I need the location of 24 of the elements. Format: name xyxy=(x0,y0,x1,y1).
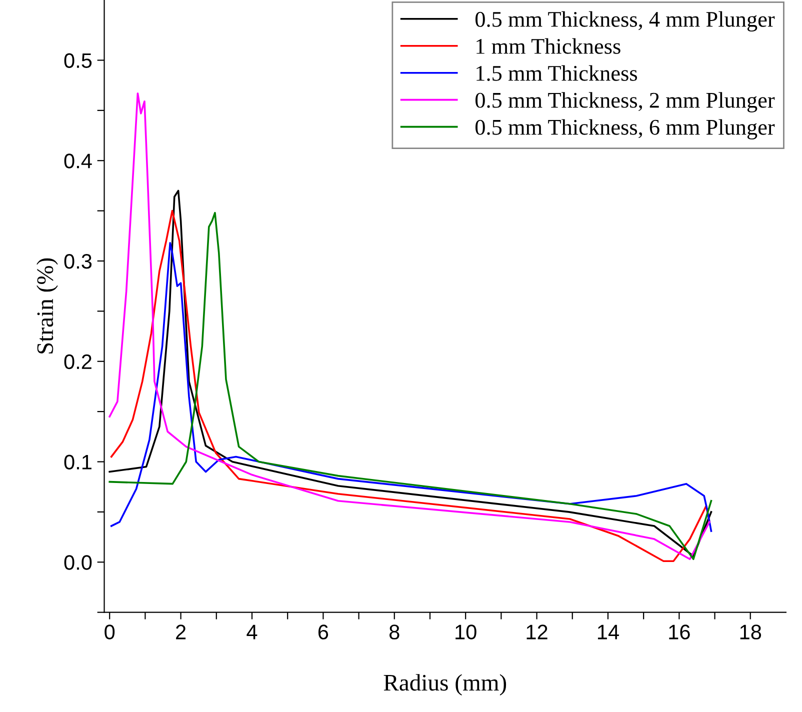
x-tick-label: 10 xyxy=(456,624,476,640)
x-tick-label: 8 xyxy=(389,624,400,640)
legend-label: 0.5 mm Thickness, 4 mm Plunger xyxy=(475,11,775,32)
legend-label: 1 mm Thickness xyxy=(476,38,620,54)
y-tick-label: 0.0 xyxy=(64,555,92,570)
y-tick-label: 0.5 xyxy=(64,53,92,68)
x-tick-label: 14 xyxy=(598,624,619,640)
line-series xyxy=(110,242,712,532)
y-axis-title: Strain (%) xyxy=(36,258,58,354)
legend-label: 1.5 mm Thickness xyxy=(476,65,638,81)
x-tick-label: 6 xyxy=(318,624,328,640)
y-tick-label: 0.1 xyxy=(64,454,92,470)
x-tick-label: 18 xyxy=(740,624,762,640)
x-tick-label: 16 xyxy=(669,624,690,640)
y-tick-label: 0.2 xyxy=(64,354,92,370)
x-tick-label: 0 xyxy=(104,624,115,640)
y-tick-label: 0.4 xyxy=(64,154,92,168)
x-tick-label: 2 xyxy=(176,624,186,640)
y-tick-label: 0.3 xyxy=(64,254,92,269)
x-axis-title: Radius (mm) xyxy=(384,674,506,696)
legend-label: 0.5 mm Thickness, 6 mm Plunger xyxy=(475,119,775,140)
x-tick-label: 4 xyxy=(246,624,258,640)
legend-label: 0.5 mm Thickness, 2 mm Plunger xyxy=(475,92,775,112)
x-tick-label: 12 xyxy=(526,624,548,640)
